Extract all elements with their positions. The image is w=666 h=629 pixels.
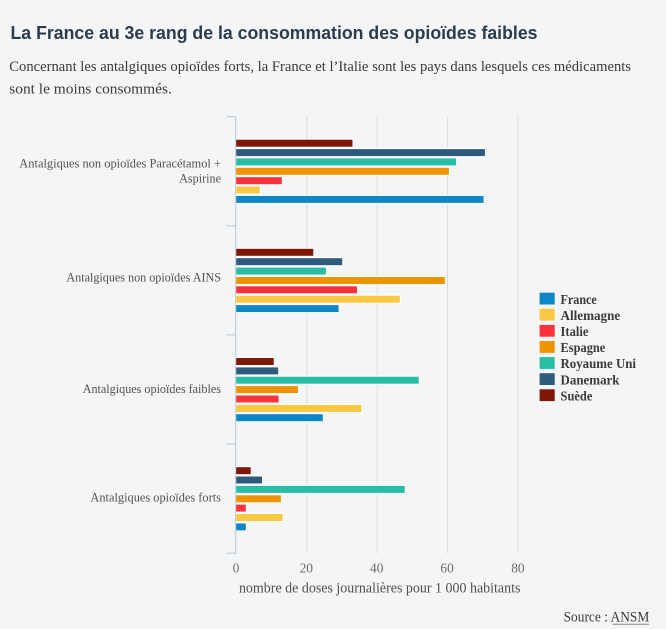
svg-text:sont le moins consommés.: sont le moins consommés.	[9, 81, 172, 97]
svg-text:Danemark: Danemark	[561, 373, 620, 388]
svg-text:Antalgiques non opioïdes Parac: Antalgiques non opioïdes Paracétamol +	[19, 156, 221, 171]
svg-text:Antalgiques non opioïdes AINS: Antalgiques non opioïdes AINS	[66, 269, 221, 284]
svg-text:Aspirine: Aspirine	[179, 171, 221, 186]
svg-text:France: France	[561, 293, 597, 308]
svg-text:20: 20	[300, 561, 314, 576]
svg-text:La France au 3e rang de la con: La France au 3e rang de la consommation …	[11, 22, 538, 43]
svg-text:Espagne: Espagne	[561, 341, 606, 356]
svg-text:Antalgiques opioïdes faibles: Antalgiques opioïdes faibles	[83, 381, 221, 396]
svg-text:Concernant les antalgiques opi: Concernant les antalgiques opioïdes fort…	[9, 59, 631, 75]
svg-text:nombre de doses journalières p: nombre de doses journalières pour 1 000 …	[239, 581, 521, 597]
svg-text:Antalgiques opioïdes forts: Antalgiques opioïdes forts	[90, 490, 221, 505]
svg-text:0: 0	[233, 561, 240, 576]
svg-text:Royaume Uni: Royaume Uni	[561, 357, 637, 372]
svg-text:Source : ANSM: Source : ANSM	[564, 610, 650, 626]
svg-text:60: 60	[440, 561, 454, 576]
svg-text:80: 80	[511, 561, 525, 576]
svg-text:Suède: Suède	[561, 389, 593, 404]
svg-text:Allemagne: Allemagne	[561, 309, 621, 324]
svg-text:40: 40	[370, 561, 384, 576]
svg-text:Italie: Italie	[561, 325, 589, 340]
